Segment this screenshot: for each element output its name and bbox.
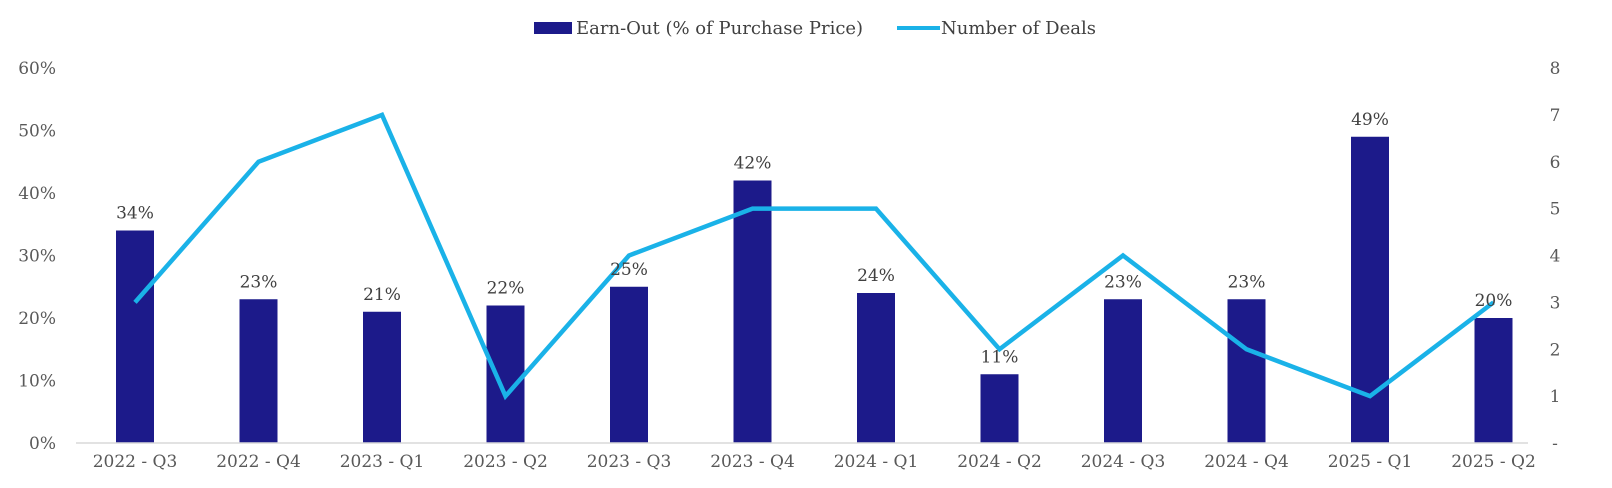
legend: Earn-Out (% of Purchase Price) Number of… [534, 18, 1096, 39]
bar-data-label: 23% [240, 272, 278, 292]
deals-line [133, 112, 1495, 401]
bar-data-label: 25% [610, 260, 648, 280]
bar [1227, 299, 1266, 443]
right-tick-label: 3 [1550, 293, 1561, 313]
bar-data-label: 23% [1104, 272, 1142, 292]
bar-data-label: 42% [734, 154, 772, 174]
bar [116, 230, 154, 443]
bar-data-label: 49% [1351, 110, 1389, 130]
x-tick-label: 2025 - Q1 [1328, 452, 1413, 472]
left-tick-label: 30% [18, 247, 56, 267]
x-tick-label: 2022 - Q4 [216, 452, 301, 472]
legend-label-line: Number of Deals [941, 18, 1096, 39]
bar-data-label: 20% [1475, 291, 1513, 311]
left-tick-label: 40% [18, 184, 56, 204]
x-tick-label: 2024 - Q4 [1204, 452, 1289, 472]
right-tick-label: 1 [1550, 387, 1561, 407]
right-tick-label: 4 [1550, 247, 1561, 267]
bar-data-label: 34% [116, 204, 154, 224]
right-tick-label: 2 [1550, 340, 1561, 360]
left-tick-label: 60% [18, 59, 56, 79]
bar [486, 305, 525, 443]
bar [1474, 318, 1513, 443]
legend-swatch-bar [534, 22, 572, 34]
left-tick-label: 20% [18, 309, 56, 329]
bar [363, 311, 401, 443]
x-tick-label: 2023 - Q3 [587, 452, 672, 472]
x-axis: 2022 - Q3 2022 - Q4 2023 - Q1 2023 - Q2 2023… [93, 452, 1536, 472]
x-tick-label: 2024 - Q1 [834, 452, 919, 472]
right-axis: - 1 2 3 4 5 6 7 8 [1550, 59, 1561, 454]
bar [610, 286, 648, 443]
bar-data-labels: 34% 23% 21% 22% 25% 42% 24% 11% 23% 23% 49% 20% [116, 110, 1512, 368]
x-tick-label: 2023 - Q2 [463, 452, 548, 472]
right-tick-label: 8 [1550, 59, 1561, 79]
bar-series [116, 136, 1513, 443]
x-tick-label: 2022 - Q3 [93, 452, 178, 472]
right-tick-label: 6 [1550, 153, 1561, 173]
bar-data-label: 11% [981, 347, 1019, 367]
x-tick-label: 2023 - Q4 [710, 452, 795, 472]
bar [1104, 299, 1142, 443]
legend-label-bar: Earn-Out (% of Purchase Price) [576, 18, 863, 39]
x-tick-label: 2024 - Q3 [1081, 452, 1166, 472]
left-tick-label: 10% [18, 372, 56, 392]
x-tick-label: 2024 - Q2 [957, 452, 1042, 472]
bar-data-label: 23% [1228, 272, 1266, 292]
right-tick-label: 5 [1550, 200, 1561, 220]
bar [733, 180, 772, 443]
right-tick-label: - [1552, 434, 1558, 454]
line-series [133, 112, 1495, 401]
bar [980, 374, 1019, 443]
bar [239, 299, 278, 443]
bar [857, 293, 895, 443]
right-tick-label: 7 [1550, 106, 1561, 126]
left-tick-label: 50% [18, 122, 56, 142]
x-tick-label: 2025 - Q2 [1451, 452, 1536, 472]
x-tick-label: 2023 - Q1 [340, 452, 425, 472]
bar-data-label: 21% [363, 285, 401, 305]
left-axis: 0% 10% 20% 30% 40% 50% 60% [18, 59, 56, 454]
bar-data-label: 24% [857, 266, 895, 286]
bar-data-label: 22% [487, 279, 525, 299]
left-tick-label: 0% [29, 434, 56, 454]
